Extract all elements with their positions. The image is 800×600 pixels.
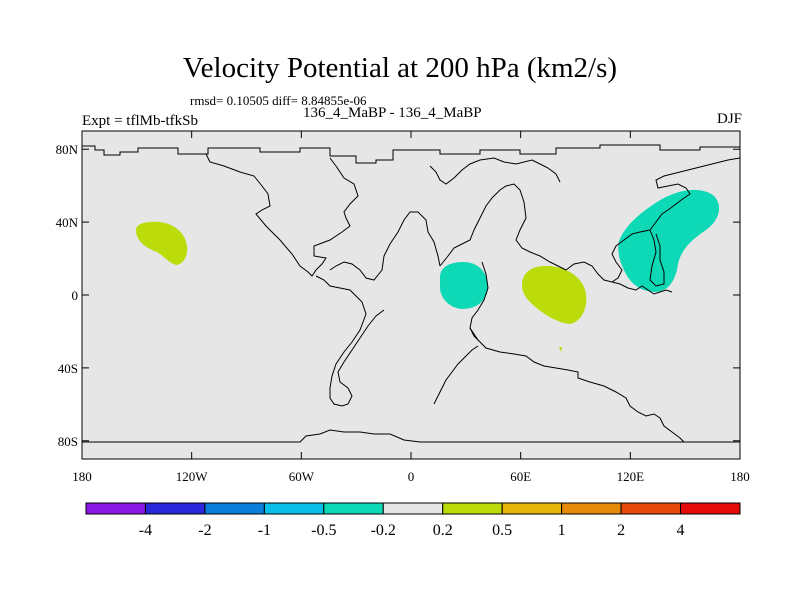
x-axis: 180 120W 60W 0 60E 120E 180 [72, 131, 750, 484]
anomaly-fills [136, 189, 720, 352]
coastline-arctic-north [82, 144, 740, 164]
colorbar-bin [204, 502, 265, 515]
y-tick-label: 40N [56, 215, 79, 230]
season-label: DJF [716, 111, 742, 127]
coastline-antarctica [82, 429, 740, 443]
colorbar: -4 -2 -1 -0.5 -0.2 0.2 0.5 1 2 4 [85, 502, 741, 539]
colorbar-label: 0.2 [433, 522, 453, 539]
y-tick-label: 0 [72, 288, 79, 303]
anomaly-north-pacific [136, 221, 188, 265]
colorbar-label: -1 [258, 522, 271, 539]
experiment-label: Expt = tflMb-tfkSb [82, 113, 198, 129]
coastline-australia [469, 327, 696, 443]
colorbar-bin [561, 502, 622, 515]
colorbar-bin [501, 502, 563, 515]
x-tick-label: 60W [289, 469, 315, 484]
y-tick-label: 80N [56, 142, 79, 157]
coastline-europe [429, 157, 561, 185]
x-tick-label: 120W [176, 469, 209, 484]
y-tick-label: 40S [58, 361, 78, 376]
colorbar-bin [323, 502, 384, 515]
x-tick-label: 180 [72, 469, 92, 484]
x-tick-label: 120E [617, 469, 645, 484]
anomaly-small-dot [559, 347, 562, 352]
anomaly-nw-pacific [618, 189, 720, 292]
colorbar-label: -4 [139, 522, 152, 539]
x-tick-label: 60E [510, 469, 531, 484]
coastlines [82, 144, 741, 443]
colorbar-bin [85, 502, 146, 515]
colorbar-label: 4 [677, 522, 685, 539]
anomaly-equatorial-africa [440, 262, 488, 309]
rmsd-diff-stats: rmsd= 0.10505 diff= 8.84855e-06 [190, 93, 367, 108]
coastline-south-america-east [329, 211, 441, 281]
x-tick-label: 180 [730, 469, 750, 484]
colorbar-label: 1 [558, 522, 566, 539]
colorbar-label: -2 [198, 522, 211, 539]
colorbar-bin [263, 502, 325, 515]
coastline-east-africa [469, 261, 489, 341]
coastline-central-south-america [315, 275, 385, 407]
colorbar-bin [620, 502, 682, 515]
colorbar-bin [442, 502, 503, 515]
coastline-north-america [205, 153, 359, 277]
y-axis: 80N 40N 0 40S 80S [56, 142, 740, 449]
colorbar-bin [680, 502, 741, 515]
colorbar-label: -0.5 [311, 522, 336, 539]
x-tick-label: 0 [408, 469, 415, 484]
colorbar-label: 0.5 [492, 522, 512, 539]
coastline-asia-north [655, 157, 741, 211]
coastline-indonesia [611, 281, 673, 295]
y-tick-label: 80S [58, 434, 78, 449]
map-background [82, 131, 740, 459]
colorbar-bin [144, 502, 206, 515]
comparison-label: 136_4_MaBP - 136_4_MaBP [303, 105, 482, 121]
coastline-australia-west [433, 345, 479, 405]
coastline-africa [439, 183, 567, 271]
colorbar-bin [382, 502, 444, 515]
anomaly-west-indian-ocean [522, 265, 587, 324]
coastline-japan [649, 229, 665, 287]
colorbar-label: -0.2 [371, 522, 396, 539]
chart-title: Velocity Potential at 200 hPa (km2/s) [182, 52, 618, 84]
colorbar-label: 2 [617, 522, 625, 539]
